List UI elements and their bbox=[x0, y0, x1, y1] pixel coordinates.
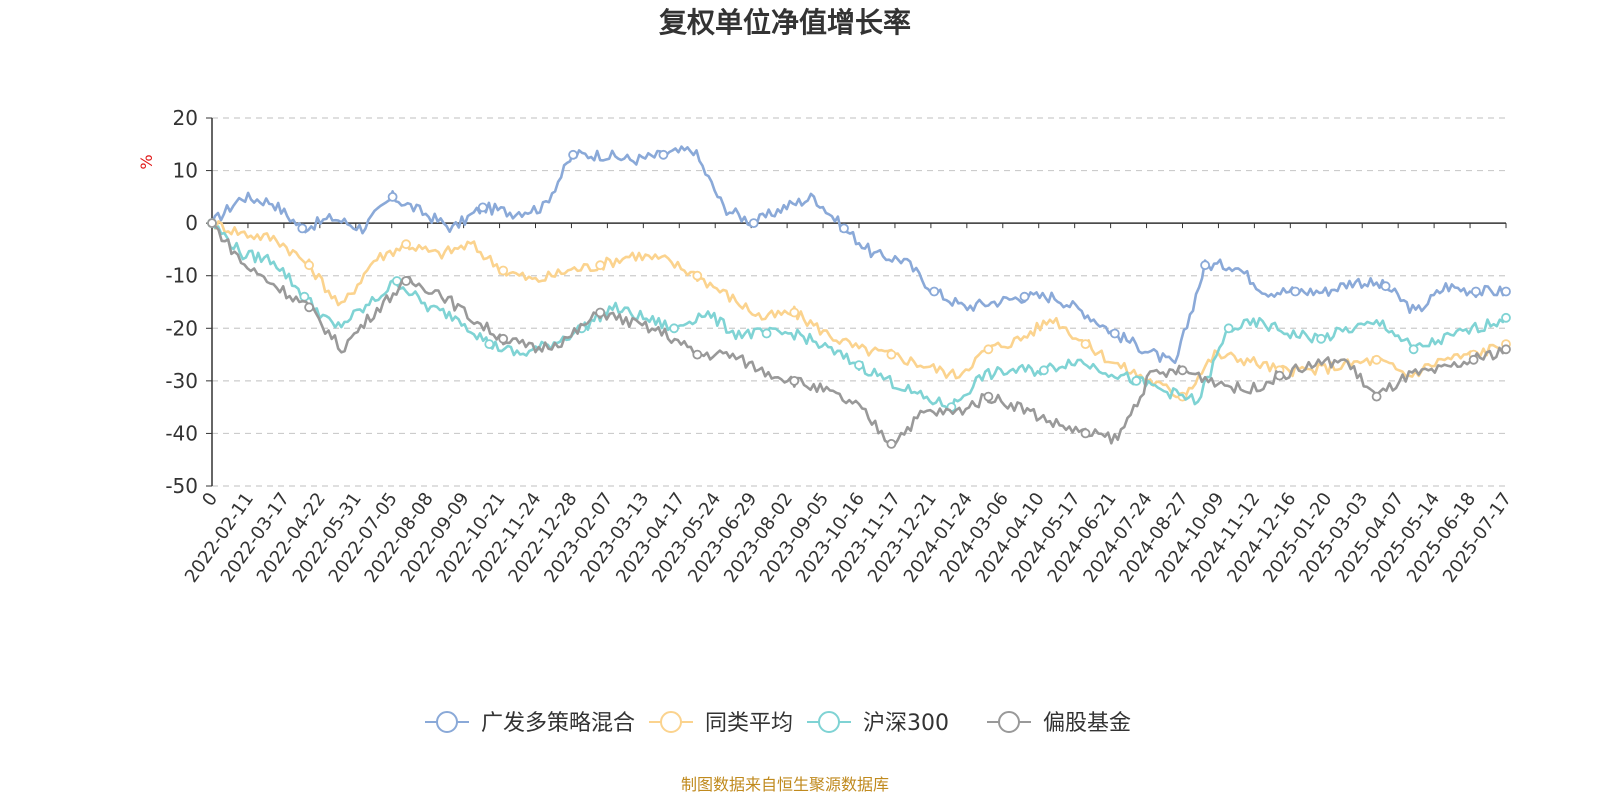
data-point bbox=[1471, 286, 1481, 297]
data-point bbox=[299, 291, 310, 302]
series-line bbox=[210, 222, 1508, 412]
data-point bbox=[748, 218, 759, 229]
data-point bbox=[1080, 339, 1091, 350]
data-point bbox=[595, 260, 606, 271]
data-point bbox=[1274, 370, 1285, 381]
data-point bbox=[692, 270, 703, 281]
legend-marker bbox=[660, 711, 682, 733]
y-tick-label: -10 bbox=[165, 264, 198, 288]
data-point bbox=[297, 223, 308, 234]
data-point bbox=[1468, 354, 1479, 365]
legend-marker bbox=[998, 711, 1020, 733]
y-tick-label: 20 bbox=[173, 106, 198, 130]
axes bbox=[211, 118, 1506, 486]
data-point bbox=[983, 391, 994, 402]
data-point bbox=[886, 438, 897, 449]
x-tick-label: 0 bbox=[198, 489, 222, 510]
data-point bbox=[1080, 428, 1091, 439]
legend-label: 广发多策略混合 bbox=[481, 711, 635, 736]
data-point bbox=[1131, 375, 1142, 386]
legend-marker bbox=[818, 711, 840, 733]
data-point bbox=[692, 349, 703, 360]
data-point bbox=[761, 328, 772, 339]
data-point bbox=[304, 260, 315, 271]
y-tick-label: 0 bbox=[185, 211, 198, 235]
grid-lines bbox=[212, 117, 1506, 487]
data-point bbox=[789, 307, 800, 318]
data-point bbox=[983, 344, 994, 355]
legend-item[interactable]: 偏股基金 bbox=[987, 711, 1131, 736]
series-line bbox=[210, 145, 1507, 365]
y-tick-label: 10 bbox=[173, 159, 198, 183]
data-point bbox=[1380, 281, 1391, 292]
data-point bbox=[658, 149, 669, 160]
data-point bbox=[484, 339, 495, 350]
series-line bbox=[211, 222, 1507, 448]
x-axis-ticks: 02022-02-112022-03-172022-04-222022-05-3… bbox=[181, 223, 1516, 587]
legend-item[interactable]: 同类平均 bbox=[649, 711, 793, 736]
data-point bbox=[1371, 391, 1382, 402]
y-tick-label: -40 bbox=[165, 421, 198, 445]
data-point bbox=[207, 218, 217, 229]
data-point bbox=[387, 191, 398, 202]
data-point bbox=[886, 349, 897, 360]
data-point bbox=[1039, 365, 1049, 376]
data-point bbox=[839, 223, 849, 234]
data-source-note: 制图数据来自恒生聚源数据库 bbox=[681, 775, 889, 794]
y-tick-label: -20 bbox=[165, 316, 198, 340]
data-point bbox=[1019, 291, 1030, 302]
data-point bbox=[1501, 312, 1511, 323]
data-point bbox=[304, 302, 315, 313]
data-point bbox=[854, 360, 864, 371]
chart-title: 复权单位净值增长率 bbox=[659, 6, 911, 39]
data-point bbox=[1177, 365, 1188, 376]
data-point bbox=[789, 375, 800, 386]
data-point bbox=[595, 307, 606, 318]
data-point bbox=[1109, 328, 1120, 339]
data-point bbox=[1290, 286, 1301, 297]
data-point bbox=[498, 265, 509, 276]
legend-label: 同类平均 bbox=[705, 711, 793, 736]
data-point bbox=[1223, 323, 1234, 334]
data-point bbox=[401, 276, 412, 286]
data-point bbox=[929, 286, 940, 297]
data-point bbox=[1501, 344, 1511, 355]
legend-item[interactable]: 广发多策略混合 bbox=[425, 711, 635, 736]
legend-label: 偏股基金 bbox=[1043, 711, 1131, 736]
series-3 bbox=[207, 218, 1511, 449]
series-lines bbox=[207, 145, 1511, 449]
y-tick-label: -30 bbox=[165, 369, 198, 393]
data-point bbox=[669, 323, 679, 334]
data-point bbox=[401, 239, 412, 250]
data-point bbox=[498, 333, 509, 344]
data-point bbox=[1408, 344, 1419, 355]
data-point bbox=[1371, 354, 1382, 365]
series-0 bbox=[207, 145, 1511, 365]
data-point bbox=[1316, 333, 1326, 344]
legend-item[interactable]: 沪深300 bbox=[807, 711, 949, 736]
legend-marker bbox=[436, 711, 458, 733]
y-tick-label: -50 bbox=[165, 474, 198, 498]
data-point bbox=[568, 149, 578, 160]
data-point bbox=[1200, 260, 1210, 271]
y-axis-ticks: 20 10 0 -10 -20 -30 -40 -50 bbox=[165, 106, 212, 498]
data-point bbox=[1501, 286, 1511, 297]
y-axis-unit: % bbox=[137, 154, 156, 169]
data-point bbox=[477, 202, 488, 213]
legend[interactable]: 广发多策略混合 同类平均 沪深300 偏股基金 bbox=[425, 711, 1131, 736]
series-1 bbox=[207, 218, 1511, 402]
legend-label: 沪深300 bbox=[863, 711, 949, 736]
